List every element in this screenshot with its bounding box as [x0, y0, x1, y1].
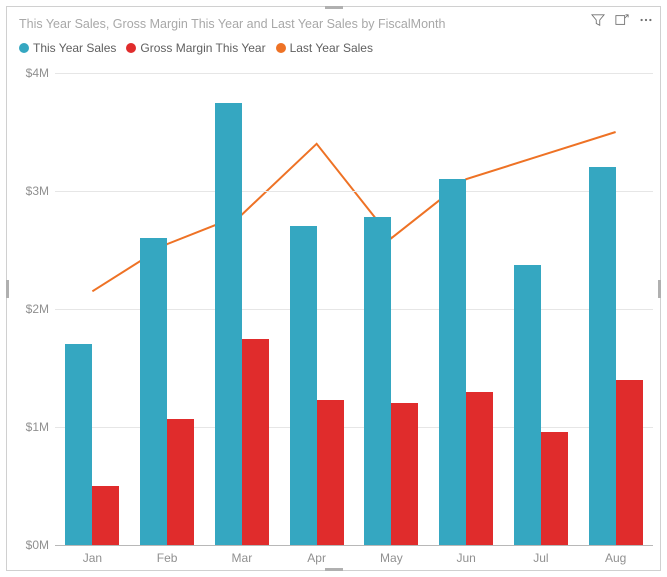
bar[interactable] — [541, 432, 568, 545]
legend-swatch — [126, 43, 136, 53]
x-axis-label: Feb — [157, 545, 178, 565]
resize-handle-right[interactable] — [658, 280, 661, 298]
more-options-icon[interactable] — [638, 12, 654, 28]
y-axis-label: $1M — [26, 420, 55, 434]
bar[interactable] — [514, 265, 541, 545]
bar[interactable] — [391, 403, 418, 545]
x-axis-label: Apr — [307, 545, 326, 565]
bar[interactable] — [167, 419, 194, 545]
legend-label: Last Year Sales — [290, 41, 373, 55]
x-axis-label: May — [380, 545, 403, 565]
y-axis-label: $3M — [26, 184, 55, 198]
grid-line — [55, 545, 653, 546]
bar[interactable] — [65, 344, 92, 545]
focus-mode-icon[interactable] — [614, 12, 630, 28]
legend-item[interactable]: Gross Margin This Year — [126, 41, 265, 55]
bar[interactable] — [242, 339, 269, 546]
bar[interactable] — [290, 226, 317, 545]
filter-icon[interactable] — [590, 12, 606, 28]
y-axis-label: $2M — [26, 302, 55, 316]
x-axis-label: Aug — [605, 545, 626, 565]
chart-title: This Year Sales, Gross Margin This Year … — [19, 17, 445, 31]
legend-swatch — [19, 43, 29, 53]
legend-item[interactable]: This Year Sales — [19, 41, 116, 55]
grid-line — [55, 191, 653, 192]
bar[interactable] — [616, 380, 643, 545]
chart-legend: This Year Sales Gross Margin This Year L… — [19, 41, 373, 55]
visual-card[interactable]: This Year Sales, Gross Margin This Year … — [6, 6, 661, 571]
bar[interactable] — [317, 400, 344, 545]
bar[interactable] — [439, 179, 466, 545]
legend-label: Gross Margin This Year — [140, 41, 265, 55]
bar[interactable] — [215, 103, 242, 546]
grid-line — [55, 73, 653, 74]
x-axis-label: Jul — [533, 545, 548, 565]
legend-item[interactable]: Last Year Sales — [276, 41, 373, 55]
resize-handle-top[interactable] — [325, 6, 343, 9]
x-axis-label: Jun — [456, 545, 475, 565]
resize-handle-left[interactable] — [6, 280, 9, 298]
legend-label: This Year Sales — [33, 41, 116, 55]
y-axis-label: $4M — [26, 66, 55, 80]
visual-header-icons — [590, 12, 654, 28]
x-axis-label: Mar — [232, 545, 253, 565]
bar[interactable] — [364, 217, 391, 545]
bar[interactable] — [140, 238, 167, 545]
x-axis-label: Jan — [83, 545, 102, 565]
bar[interactable] — [466, 392, 493, 545]
resize-handle-bottom[interactable] — [325, 568, 343, 571]
bar[interactable] — [589, 167, 616, 545]
legend-swatch — [276, 43, 286, 53]
plot-area: $0M$1M$2M$3M$4MJanFebMarAprMayJunJulAug — [55, 73, 653, 545]
bar[interactable] — [92, 486, 119, 545]
y-axis-label: $0M — [26, 538, 55, 552]
